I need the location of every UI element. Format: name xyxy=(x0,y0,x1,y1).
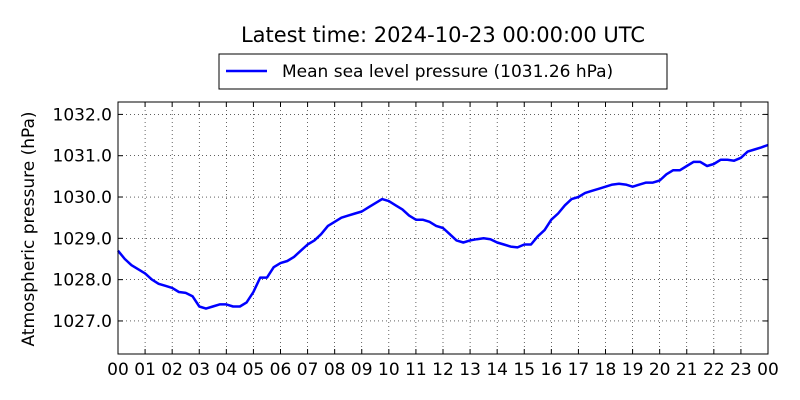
x-tick-label: 11 xyxy=(405,360,427,380)
y-tick-label: 1028.0 xyxy=(53,271,112,291)
x-tick-label: 05 xyxy=(243,360,265,380)
x-tick-label: 15 xyxy=(513,360,535,380)
series-line-mslp xyxy=(117,143,769,310)
x-tick-label: 13 xyxy=(459,360,481,380)
x-tick-label: 19 xyxy=(622,360,644,380)
y-tick-label: 1031.0 xyxy=(53,147,112,167)
x-tick-label: 10 xyxy=(378,360,400,380)
x-tick-label: 17 xyxy=(568,360,590,380)
y-tick-label: 1029.0 xyxy=(53,229,112,249)
y-tick-labels: 1027.0 1028.0 1029.0 1030.0 1031.0 1032.0 xyxy=(53,105,112,332)
x-tick-label: 09 xyxy=(351,360,373,380)
x-tick-label: 01 xyxy=(134,360,156,380)
legend-box xyxy=(218,53,668,90)
x-tick-label: 21 xyxy=(676,360,698,380)
x-tick-label: 00 xyxy=(757,360,779,380)
plot-frame xyxy=(117,101,769,355)
x-tick-label: 02 xyxy=(161,360,183,380)
x-tick-label: 23 xyxy=(730,360,752,380)
x-tick-label: 07 xyxy=(297,360,319,380)
x-tick-label: 16 xyxy=(541,360,563,380)
x-tick-label: 20 xyxy=(649,360,671,380)
x-tick-labels: 00 01 02 03 04 05 06 07 08 09 10 11 12 13 14 15 16 17 18 19… xyxy=(107,360,779,380)
chart-title: Latest time: 2024-10-23 00:00:00 UTC xyxy=(241,23,645,47)
y-tick-label: 1027.0 xyxy=(53,312,112,332)
x-tick-label: 14 xyxy=(486,360,508,380)
x-tick-label: 00 xyxy=(107,360,129,380)
x-tick-label: 04 xyxy=(216,360,238,380)
x-tick-label: 08 xyxy=(324,360,346,380)
legend-label: Mean sea level pressure (1031.26 hPa) xyxy=(282,62,613,82)
x-tick-label: 12 xyxy=(432,360,454,380)
x-tick-label: 03 xyxy=(188,360,210,380)
x-tick-label: 22 xyxy=(703,360,725,380)
x-tick-label: 18 xyxy=(595,360,617,380)
y-tick-label: 1032.0 xyxy=(53,105,112,125)
y-tick-label: 1030.0 xyxy=(53,188,112,208)
y-axis-label: Atmospheric pressure (hPa) xyxy=(19,111,39,346)
grid xyxy=(118,102,768,354)
legend: Mean sea level pressure (1031.26 hPa) xyxy=(218,53,668,90)
x-tick-label: 06 xyxy=(270,360,292,380)
